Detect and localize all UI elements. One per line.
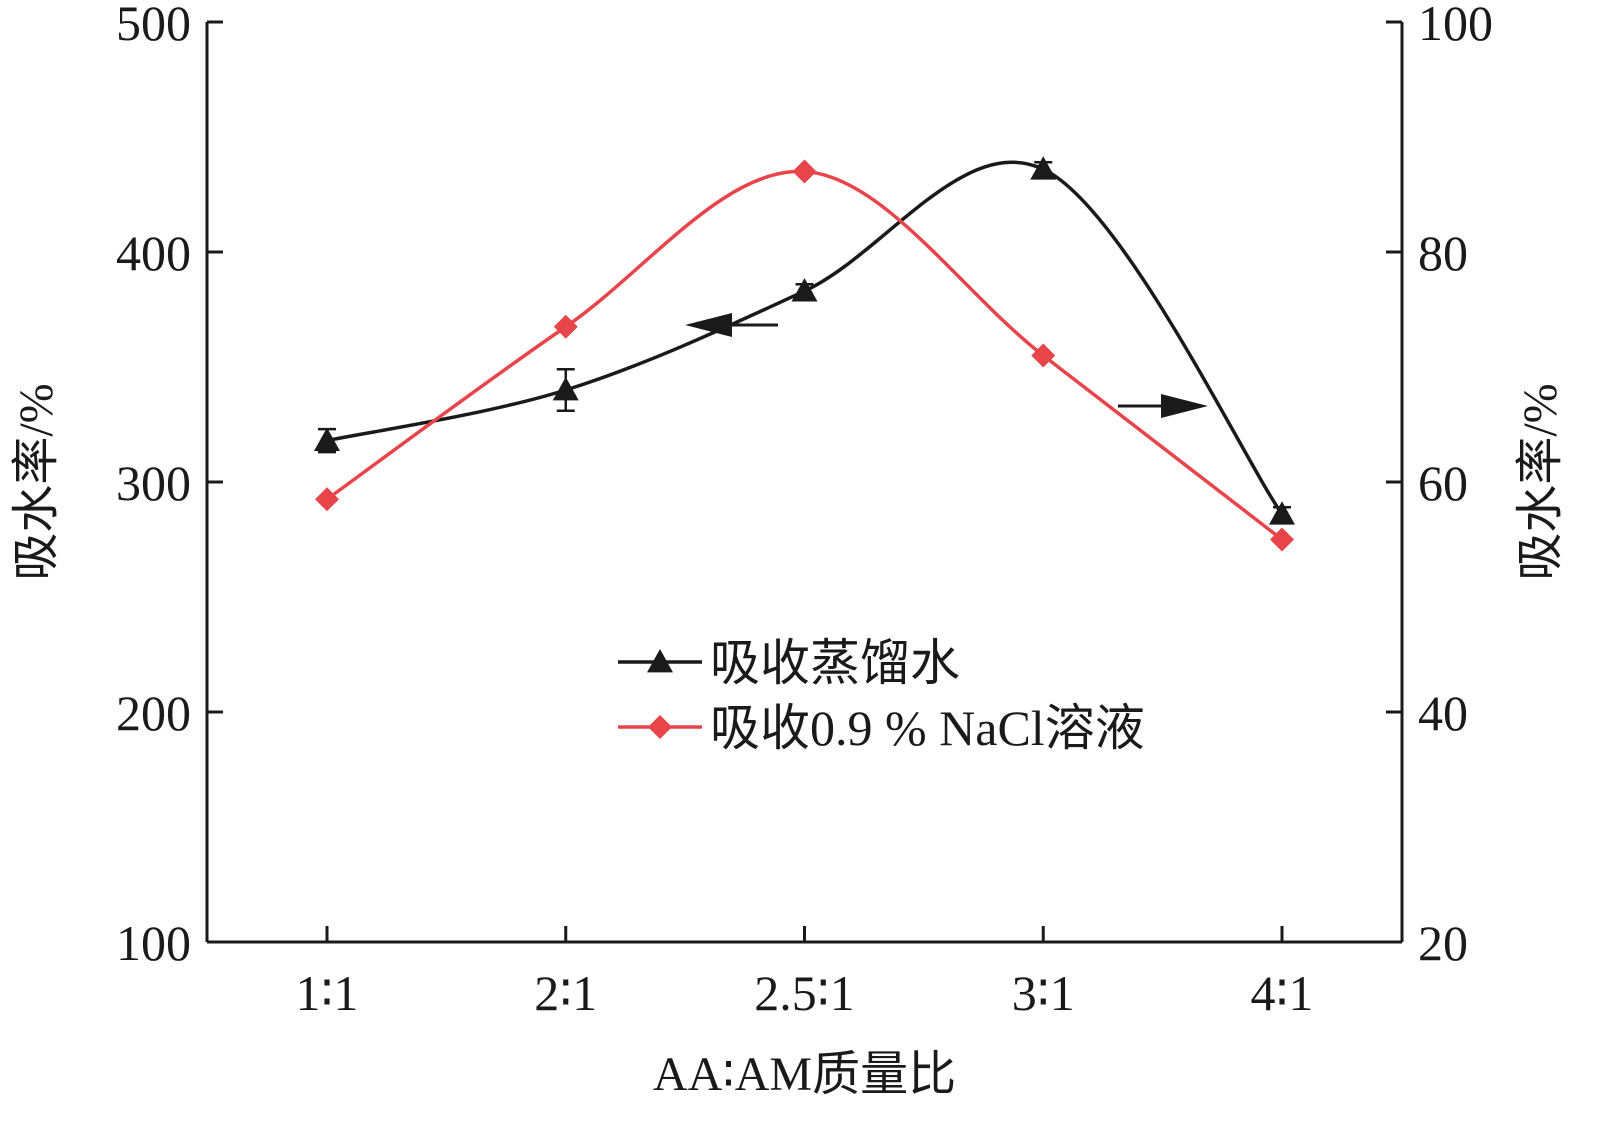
x-tick-label: 2∶1 bbox=[534, 965, 597, 1021]
legend-item: 吸收0.9 % NaCl溶液 bbox=[618, 700, 1145, 756]
y-right-tick-label: 80 bbox=[1418, 225, 1468, 281]
y-left-tick-label: 200 bbox=[116, 685, 191, 741]
legend-marker bbox=[647, 649, 673, 673]
legend-marker bbox=[648, 715, 672, 739]
series-distilled-water bbox=[314, 156, 1295, 525]
annotations bbox=[685, 313, 1208, 418]
y-right-tick-label: 60 bbox=[1418, 455, 1468, 511]
data-point bbox=[314, 427, 340, 451]
y-axis-right-title: 吸水率/% bbox=[1514, 383, 1567, 580]
y-right-tick-label: 40 bbox=[1418, 685, 1468, 741]
data-point bbox=[792, 159, 817, 184]
data-point bbox=[1269, 501, 1295, 525]
data-point bbox=[553, 314, 578, 339]
y-right-tick-label: 20 bbox=[1418, 915, 1468, 971]
y-left-tick-label: 500 bbox=[116, 0, 191, 51]
axes: 100 200 300 400 500 20 40 60 80 100 1∶1 2∶1 2.5∶1 3∶1… bbox=[10, 0, 1567, 1101]
x-tick-label: 2.5∶1 bbox=[754, 965, 855, 1021]
data-point bbox=[791, 278, 818, 302]
x-tick-label: 4∶1 bbox=[1250, 965, 1313, 1021]
y-axis-left-title: 吸水率/% bbox=[10, 383, 63, 580]
x-axis-title: AA∶AM质量比 bbox=[653, 1048, 956, 1101]
legend-item: 吸收蒸馏水 bbox=[618, 635, 960, 691]
x-tick-label: 1∶1 bbox=[295, 965, 358, 1021]
x-tick-label: 3∶1 bbox=[1012, 965, 1075, 1021]
data-point bbox=[1030, 156, 1057, 180]
y-right-tick-label: 100 bbox=[1418, 0, 1493, 51]
series-nacl-solution bbox=[315, 159, 1294, 552]
series-line bbox=[326, 160, 1284, 516]
data-point bbox=[1031, 343, 1056, 368]
y-left-tick-label: 100 bbox=[116, 915, 191, 971]
y-left-tick-label: 400 bbox=[116, 225, 191, 281]
y-left-tick-label: 300 bbox=[116, 455, 191, 511]
arrow-left-head bbox=[685, 313, 732, 337]
legend-label: 吸收蒸馏水 bbox=[710, 635, 960, 691]
series-layer bbox=[314, 156, 1295, 552]
data-point bbox=[552, 377, 579, 401]
series-line bbox=[325, 169, 1284, 541]
data-point bbox=[1270, 527, 1294, 552]
legend-label: 吸收0.9 % NaCl溶液 bbox=[710, 700, 1145, 756]
data-point bbox=[315, 487, 339, 512]
arrow-right-head bbox=[1161, 394, 1208, 418]
